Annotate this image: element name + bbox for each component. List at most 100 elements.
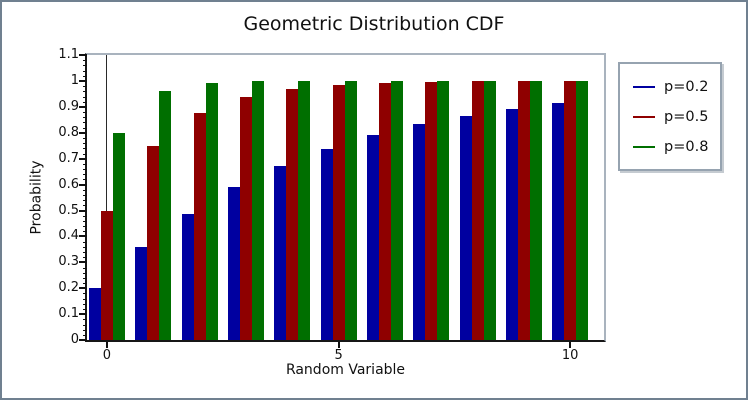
bar-p02-x5 <box>320 148 333 340</box>
y-minor-tick <box>83 101 87 103</box>
y-tick-label: 0.5 <box>58 202 79 218</box>
bar-p05-x9 <box>517 81 530 340</box>
x-tick-label: 10 <box>561 348 579 363</box>
legend-entry: p=0.8 <box>620 132 720 162</box>
y-minor-tick <box>83 163 87 165</box>
y-tick-label: 0.2 <box>58 280 79 296</box>
y-tick <box>79 287 87 290</box>
legend-label: p=0.5 <box>664 109 709 125</box>
bar-p08-x8 <box>483 80 496 340</box>
bar-p05-x0 <box>100 210 113 340</box>
x-tick-label: 0 <box>102 348 112 363</box>
y-tick-label: 0.3 <box>58 254 79 270</box>
y-minor-tick <box>83 293 87 295</box>
y-minor-tick <box>83 112 87 113</box>
bar-p08-x9 <box>529 80 542 340</box>
bar-p05-x1 <box>147 145 160 340</box>
bar-p02-x10 <box>552 103 565 340</box>
y-minor-tick <box>83 179 87 181</box>
bar-p08-x1 <box>159 91 172 340</box>
bar-p05-x7 <box>425 81 438 340</box>
y-tick <box>79 105 87 108</box>
bar-p08-x6 <box>390 80 403 340</box>
y-minor-tick <box>83 283 87 284</box>
y-tick <box>79 157 87 160</box>
legend-line-swatch <box>633 86 655 88</box>
bar-p08-x2 <box>205 83 218 340</box>
y-minor-tick <box>83 215 87 217</box>
bar-p05-x2 <box>193 113 206 340</box>
x-tick <box>105 342 108 348</box>
bar-p05-x6 <box>378 82 391 340</box>
y-minor-tick <box>83 205 87 207</box>
y-tick-label: 1.1 <box>58 47 79 62</box>
bar-p02-x1 <box>135 246 148 340</box>
y-tick-label: 1 <box>70 72 79 88</box>
y-minor-tick <box>83 174 87 176</box>
y-minor-tick <box>83 117 87 119</box>
y-tick <box>79 235 87 238</box>
y-minor-tick <box>83 189 87 191</box>
y-minor-tick <box>83 194 87 196</box>
y-minor-tick <box>83 303 87 305</box>
legend-entry: p=0.2 <box>620 72 720 102</box>
bar-p08-x10 <box>576 80 589 340</box>
y-minor-tick <box>83 226 87 227</box>
x-tick <box>569 342 572 348</box>
y-minor-tick <box>83 60 87 62</box>
y-minor-tick <box>83 122 87 124</box>
bar-p02-x6 <box>366 135 379 340</box>
y-tick <box>79 79 87 82</box>
bar-p02-x0 <box>88 288 101 340</box>
y-minor-tick <box>83 200 87 202</box>
y-minor-tick <box>83 277 87 279</box>
bar-p02-x4 <box>274 165 287 340</box>
bar-p02-x8 <box>459 115 472 340</box>
x-tick <box>337 342 340 348</box>
y-tick-label: 0.1 <box>58 306 79 322</box>
y-minor-tick <box>83 334 87 336</box>
y-minor-tick <box>83 231 87 233</box>
y-tick-label: 0.4 <box>58 228 79 244</box>
bar-p05-x5 <box>332 85 345 340</box>
bar-p08-x3 <box>251 81 264 340</box>
y-tick-label: 0 <box>70 332 79 347</box>
bar-p02-x9 <box>505 108 518 340</box>
bar-p02-x3 <box>227 187 240 340</box>
y-minor-tick <box>83 220 87 222</box>
bar-p08-x7 <box>437 80 450 340</box>
bar-p02-x7 <box>413 124 426 340</box>
y-tick-label: 0.9 <box>58 98 79 114</box>
y-tick <box>79 261 87 264</box>
y-minor-tick <box>83 143 87 145</box>
legend-label: p=0.2 <box>664 79 709 95</box>
y-minor-tick <box>83 75 87 77</box>
y-minor-tick <box>83 65 87 67</box>
x-zero-axis-line <box>106 55 108 340</box>
y-axis-label: Probability <box>28 160 45 235</box>
bar-p05-x3 <box>239 97 252 340</box>
bar-p08-x0 <box>112 132 125 340</box>
x-tick-label: 5 <box>334 348 343 363</box>
y-minor-tick <box>83 329 87 331</box>
y-minor-tick <box>83 91 87 93</box>
legend-line-swatch <box>633 146 655 148</box>
y-minor-tick <box>83 251 87 253</box>
y-minor-tick <box>83 319 87 321</box>
chart-title: Geometric Distribution CDF <box>243 13 505 35</box>
bar-p05-x10 <box>564 81 577 340</box>
bar-p05-x4 <box>286 89 299 340</box>
y-tick <box>79 339 87 341</box>
bar-p02-x2 <box>181 213 194 340</box>
bar-p05-x8 <box>471 81 484 340</box>
y-minor-tick <box>83 127 87 129</box>
legend-line-swatch <box>633 116 655 118</box>
y-tick-label: 0.6 <box>58 176 79 192</box>
x-axis-label: Random Variable <box>285 362 406 378</box>
y-tick <box>79 131 87 134</box>
y-minor-tick <box>83 267 87 269</box>
bar-p08-x5 <box>344 80 357 340</box>
legend-entry: p=0.5 <box>620 102 720 132</box>
